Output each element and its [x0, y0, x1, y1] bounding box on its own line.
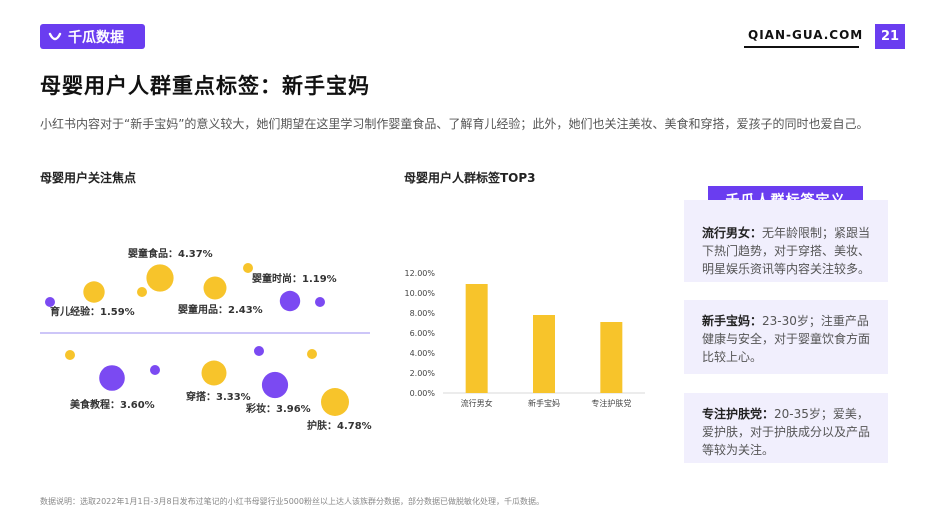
y-tick-label: 8.00%: [410, 309, 436, 318]
site-underline: [744, 46, 859, 48]
data-footnote: 数据说明：选取2022年1月1日-3月8日发布过笔记的小红书母婴行业5000粉丝…: [40, 497, 544, 506]
card-text: 23-30岁；注重产品健康与安全，对于婴童饮食方面比较上心。: [702, 314, 871, 364]
page-title: 母婴用户人群重点标签：新手宝妈: [40, 74, 370, 98]
bubble-label-3: 婴童时尚：1.19%: [252, 272, 337, 285]
decor-dot: [45, 297, 55, 307]
bubble-7: [321, 388, 349, 416]
bubble-label-5: 穿搭：3.33%: [186, 390, 251, 403]
card-sep: ：: [762, 407, 775, 421]
focus-bubble-chart: 育儿经验：1.59% 婴童食品：4.37% 婴童用品：2.43% 婴童时尚：1.19%…: [40, 247, 372, 432]
x-tick-label-1: 新手宝妈: [528, 398, 560, 408]
page-number: 21: [875, 24, 905, 49]
decor-dot: [307, 349, 317, 359]
card-sep: ：: [750, 314, 763, 328]
logo-icon: [48, 32, 62, 40]
bubble-label-2: 婴童用品：2.43%: [178, 303, 263, 316]
bubble-1: [146, 264, 174, 292]
bubble-3: [279, 290, 301, 312]
decor-dot: [315, 297, 325, 307]
decor-dot: [254, 346, 264, 356]
x-tick-label-2: 专注护肤党: [591, 398, 631, 408]
bubble-label-4: 美食教程：3.60%: [70, 398, 155, 411]
bubble-0: [83, 281, 105, 303]
page-description: 小红书内容对于“新手宝妈”的意义较大，她们期望在这里学习制作婴童食品、了解育儿经…: [40, 117, 869, 131]
bubble-label-1: 婴童食品：4.37%: [128, 247, 213, 260]
y-tick-label: 12.00%: [404, 269, 435, 278]
card-term: 专注护肤党: [702, 407, 763, 421]
card-term: 流行男女: [702, 226, 751, 240]
y-tick-label: 2.00%: [410, 369, 436, 378]
bubble-5: [201, 360, 227, 386]
top3-chart-title: 母婴用户人群标签TOP3: [404, 171, 536, 185]
brand-logo: 千瓜数据: [40, 24, 145, 49]
card-term: 新手宝妈: [702, 314, 751, 328]
y-tick-label: 10.00%: [404, 289, 435, 298]
x-tick-label-0: 流行男女: [461, 398, 493, 408]
bubble-2: [203, 276, 227, 300]
y-tick-label: 4.00%: [410, 349, 436, 358]
card-text: 无年龄限制；紧跟当下热门趋势，对于穿搭、美妆、明星娱乐资讯等内容关注较多。: [702, 226, 871, 276]
definition-card-1: 流行男女：无年龄限制；紧跟当下热门趋势，对于穿搭、美妆、明星娱乐资讯等内容关注较…: [684, 200, 888, 282]
decor-dot: [150, 365, 160, 375]
definition-card-2: 新手宝妈：23-30岁；注重产品健康与安全，对于婴童饮食方面比较上心。: [684, 300, 888, 374]
definition-card-3: 专注护肤党：20-35岁；爱美，爱护肤，对于护肤成分以及产品等较为关注。: [684, 393, 888, 463]
bar-2: [600, 322, 623, 393]
bubble-label-0: 育儿经验：1.59%: [50, 305, 135, 318]
y-tick-label: 6.00%: [410, 329, 436, 338]
top3-bar-chart: 0.00% 2.00% 4.00% 6.00% 8.00% 10.00% 12.00% 流行男…: [404, 269, 645, 408]
card-sep: ：: [750, 226, 763, 240]
bubble-4: [99, 365, 125, 391]
decor-dot: [243, 263, 253, 273]
y-tick-label: 0.00%: [410, 389, 436, 398]
decor-dot: [65, 350, 75, 360]
bar-0: [465, 284, 488, 393]
focus-chart-title: 母婴用户关注焦点: [40, 171, 137, 185]
logo-text: 千瓜数据: [68, 29, 124, 46]
bubble-label-6: 彩妆：3.96%: [245, 402, 311, 415]
bubble-6: [261, 371, 289, 399]
card-text: 20-35岁；爱美，爱护肤，对于护肤成分以及产品等较为关注。: [702, 407, 871, 457]
bar-1: [533, 315, 555, 393]
decor-dot: [137, 287, 147, 297]
site-url: QIAN-GUA.COM: [748, 28, 864, 42]
bubble-label-7: 护肤：4.78%: [307, 419, 372, 432]
